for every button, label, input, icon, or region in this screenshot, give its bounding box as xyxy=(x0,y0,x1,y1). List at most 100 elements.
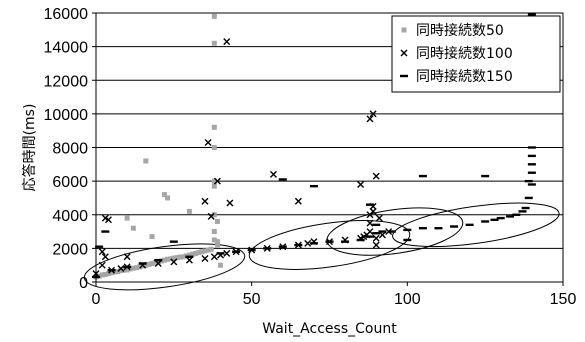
legend-label: 同時接続数150 xyxy=(416,68,513,85)
data-point xyxy=(112,269,118,275)
data-point xyxy=(366,219,374,227)
y-tick-label: 12000 xyxy=(44,73,89,90)
x-tick-label: 150 xyxy=(550,291,577,308)
data-point xyxy=(121,267,127,273)
data-point xyxy=(269,170,277,178)
data-point xyxy=(372,172,380,180)
y-tick-label: 16000 xyxy=(44,6,89,23)
data-point xyxy=(214,242,220,248)
data-point xyxy=(174,255,180,261)
data-point xyxy=(196,250,202,256)
data-point xyxy=(369,207,377,215)
data-point xyxy=(130,265,136,271)
data-point xyxy=(155,259,161,265)
annotation-ellipses xyxy=(83,202,560,291)
data-point xyxy=(177,254,183,260)
data-point xyxy=(205,247,211,253)
legend-item: 同時接続数50 xyxy=(401,22,504,39)
data-point xyxy=(154,260,162,268)
y-tick-label: 6000 xyxy=(52,174,88,191)
x-tick-label: 100 xyxy=(394,291,421,308)
data-point xyxy=(372,241,380,249)
data-point xyxy=(109,270,115,276)
x-axis-ticks: 0 50 100 150 xyxy=(92,282,577,308)
data-point xyxy=(213,177,221,185)
data-point xyxy=(115,269,121,275)
y-tick-label: 4000 xyxy=(52,208,88,225)
data-point xyxy=(211,13,217,19)
data-point xyxy=(372,234,380,242)
data-point xyxy=(218,262,224,268)
data-point xyxy=(304,239,312,247)
y-axis-ticks: 0 2000 4000 6000 8000 10000 12000 14000 16000 xyxy=(44,6,96,292)
data-point xyxy=(202,248,208,254)
y-axis-title: 応答時間(ms) xyxy=(21,104,38,192)
data-point xyxy=(101,214,109,222)
data-point xyxy=(211,212,217,218)
data-point xyxy=(211,124,217,130)
data-point xyxy=(369,110,377,118)
data-point xyxy=(170,258,178,266)
data-point xyxy=(161,192,167,198)
legend-marker xyxy=(401,27,407,33)
legend-marker xyxy=(400,49,408,57)
data-point xyxy=(165,195,171,201)
annotation-ellipse xyxy=(392,202,560,248)
annotation-ellipse xyxy=(248,220,411,270)
y-tick-label: 10000 xyxy=(44,107,89,124)
data-point xyxy=(101,253,109,261)
data-point xyxy=(117,265,125,273)
y-tick-label: 8000 xyxy=(52,141,88,158)
data-point xyxy=(193,250,199,256)
data-point xyxy=(143,158,149,164)
data-point xyxy=(137,264,143,270)
data-point xyxy=(211,145,217,150)
data-points xyxy=(92,13,536,280)
data-point xyxy=(143,262,149,268)
data-point xyxy=(211,183,217,189)
data-point xyxy=(207,212,215,220)
data-point xyxy=(149,234,155,240)
data-point xyxy=(294,197,302,205)
data-point xyxy=(180,254,186,260)
annotation-ellipse xyxy=(83,243,246,291)
x-tick-label: 0 xyxy=(92,291,101,308)
series-1 xyxy=(93,13,224,280)
data-point xyxy=(211,40,217,46)
data-point xyxy=(152,260,158,266)
data-point xyxy=(201,197,209,205)
data-point xyxy=(171,255,177,261)
data-point xyxy=(201,254,209,262)
data-point xyxy=(165,256,171,262)
data-point xyxy=(214,239,220,245)
y-tick-label: 14000 xyxy=(44,40,89,57)
data-point xyxy=(211,229,217,235)
data-point xyxy=(375,214,383,222)
data-point xyxy=(204,138,212,146)
legend-label: 同時接続数50 xyxy=(416,22,504,39)
legend-item: 同時接続数100 xyxy=(400,45,513,62)
data-point xyxy=(105,271,111,277)
data-point xyxy=(210,253,218,261)
legend-box xyxy=(391,15,561,93)
data-point xyxy=(211,178,217,184)
data-point xyxy=(226,199,234,207)
data-point xyxy=(123,253,131,261)
data-point xyxy=(149,261,155,267)
data-point xyxy=(99,272,105,278)
data-point xyxy=(98,261,106,269)
data-point xyxy=(357,180,365,188)
data-point xyxy=(124,215,130,221)
x-axis-title: Wait_Access_Count xyxy=(262,321,397,337)
series-3 xyxy=(92,13,536,279)
data-point xyxy=(199,249,205,255)
data-point xyxy=(366,115,374,123)
data-point xyxy=(208,246,214,252)
data-point xyxy=(366,228,374,236)
legend-label: 同時接続数100 xyxy=(416,45,513,62)
data-point xyxy=(124,267,130,273)
x-tick-label: 50 xyxy=(243,291,261,308)
data-point xyxy=(146,261,152,267)
series-2 xyxy=(92,38,393,278)
